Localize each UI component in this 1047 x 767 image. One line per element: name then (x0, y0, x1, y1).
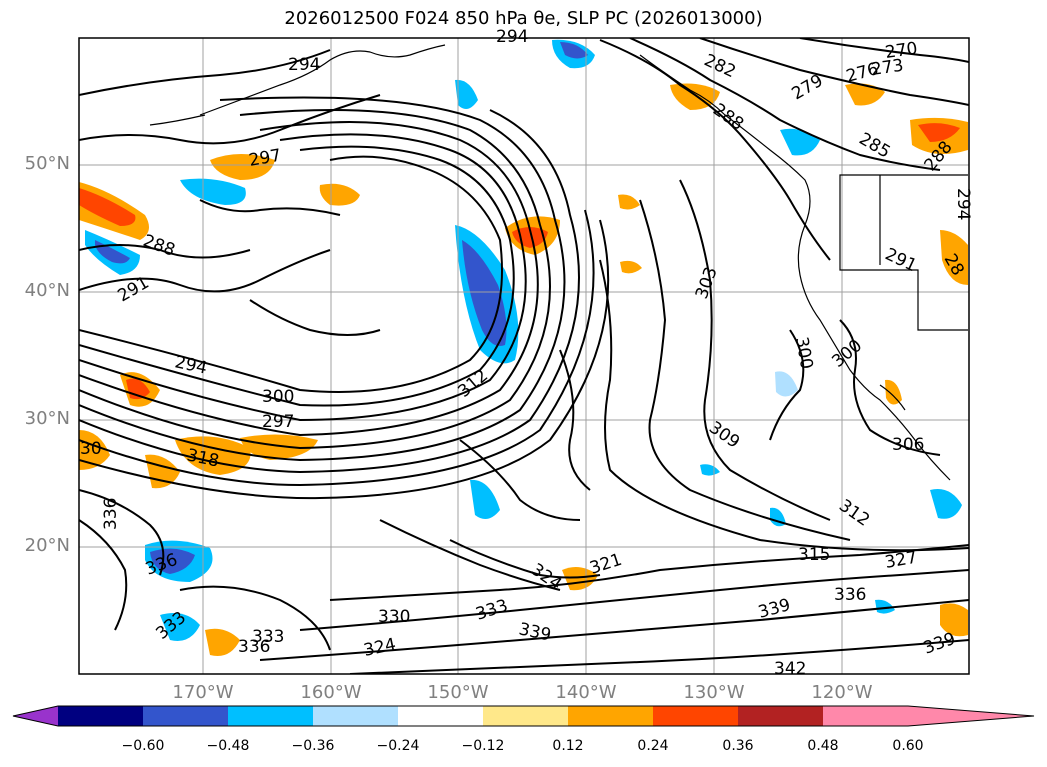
map-border (78, 37, 970, 675)
contour-label: 342 (774, 659, 806, 679)
lon-label: 160°W (300, 682, 362, 703)
contour-label: 270 (884, 39, 919, 63)
colorbar-extend-low (13, 706, 58, 726)
colorbar-tick: −0.12 (461, 738, 505, 754)
contour-label: 294 (953, 188, 973, 220)
contour-label: 336 (834, 585, 866, 605)
colorbar-tick: −0.60 (121, 738, 165, 754)
lat-label: 40°N (24, 280, 70, 301)
colorbar (12, 705, 1035, 727)
colorbar-tick: −0.24 (376, 738, 420, 754)
colorbar-tick: 0.48 (807, 738, 839, 754)
map-background (79, 38, 969, 674)
contour-label: 336 (101, 498, 121, 530)
lat-label: 50°N (24, 153, 70, 174)
contour-label: 315 (798, 545, 830, 565)
lon-label: 130°W (683, 682, 745, 703)
lon-label: 120°W (811, 682, 873, 703)
colorbar-tick: 0.36 (722, 738, 754, 754)
colorbar-swatch (228, 706, 313, 726)
colorbar-swatch (143, 706, 228, 726)
colorbar-swatch (653, 706, 738, 726)
colorbar-swatch (313, 706, 398, 726)
colorbar-tick: 0.12 (552, 738, 584, 754)
coastlines (149, 44, 968, 481)
contour-label: 273 (870, 56, 905, 80)
colorbar-tick: −0.36 (291, 738, 335, 754)
lat-lon-grid (79, 38, 969, 674)
contour-label: 294 (496, 27, 528, 47)
colorbar-swatch (58, 706, 143, 726)
colorbar-outline (12, 705, 1035, 727)
colorbar-tick: −0.48 (206, 738, 250, 754)
contour-label: 336 (238, 637, 270, 657)
theta-e-contours (79, 38, 969, 674)
contour-label: 300 (262, 387, 294, 407)
colorbar-swatch (568, 706, 653, 726)
colorbar-swatch (823, 706, 908, 726)
contour-label: 297 (262, 412, 294, 432)
map-title: 2026012500 F024 850 hPa θe, SLP PC (2026… (284, 8, 763, 29)
colorbar-tick: 0.24 (637, 738, 669, 754)
colorbar-extend-high (908, 706, 1034, 726)
colorbar-tick: 0.60 (892, 738, 924, 754)
lon-label: 150°W (427, 682, 489, 703)
contour-label: 333 (252, 627, 284, 647)
lon-label: 170°W (172, 682, 234, 703)
colorbar-swatch (483, 706, 568, 726)
colorbar-swatch (738, 706, 823, 726)
colorbar-swatch (398, 706, 483, 726)
contour-label: 330 (378, 607, 410, 627)
contour-label: 306 (892, 435, 924, 455)
lat-label: 20°N (24, 535, 70, 556)
lon-label: 140°W (555, 682, 617, 703)
lat-label: 30°N (24, 408, 70, 429)
contour-label: 30 (80, 439, 102, 459)
contour-label: 294 (288, 55, 320, 75)
